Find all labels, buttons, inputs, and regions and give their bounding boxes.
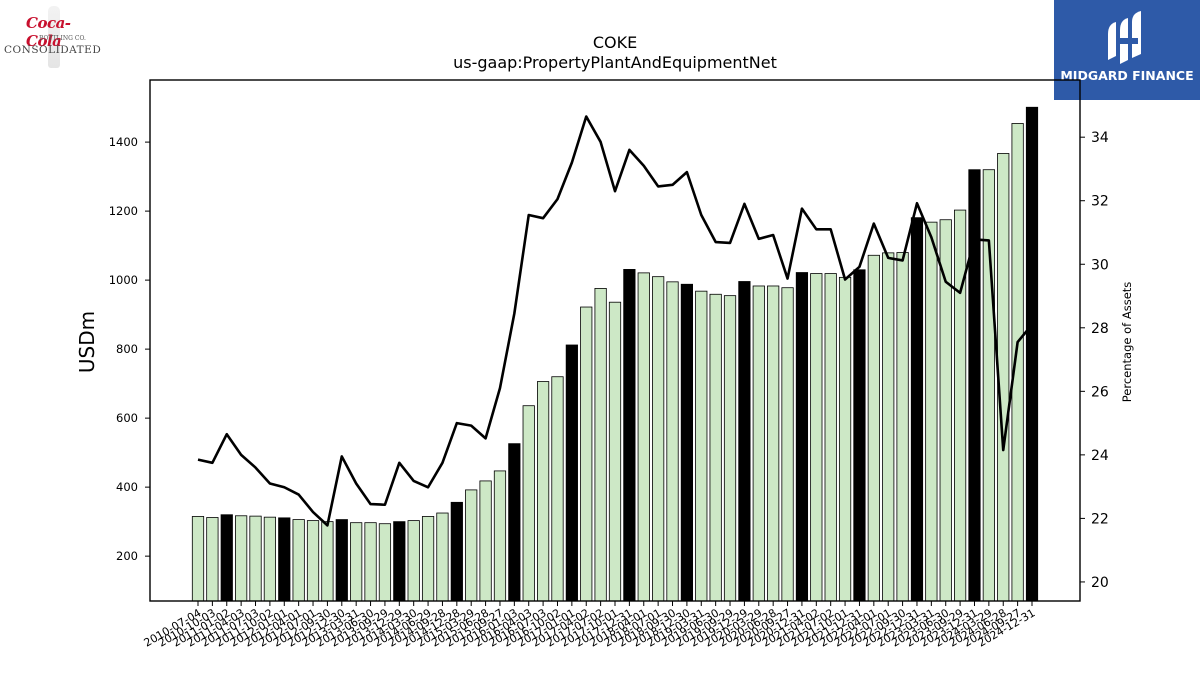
percentage-line bbox=[197, 115, 1034, 527]
bar-2021-10-01 bbox=[838, 276, 852, 602]
y-tick-label: 1200 bbox=[109, 204, 138, 218]
bar-2019-12-29 bbox=[738, 281, 751, 602]
bar-series bbox=[191, 106, 1039, 602]
bar-2022-12-31 bbox=[910, 217, 924, 602]
bar-2022-04-01 bbox=[867, 254, 880, 602]
bar-2019-03-31 bbox=[695, 290, 708, 602]
bar-2023-06-30 bbox=[939, 219, 952, 602]
bar-2023-03-31 bbox=[925, 221, 938, 602]
y2-tick-label: 22 bbox=[1091, 511, 1109, 527]
y-tick-label: 1000 bbox=[109, 273, 138, 287]
midgard-finance-logo: MIDGARD FINANCE bbox=[1054, 0, 1200, 100]
bar-2018-09-30 bbox=[666, 281, 679, 602]
bar-2012-04-01 bbox=[292, 519, 305, 602]
bar-2023-12-31 bbox=[968, 169, 981, 602]
bar-2020-09-27 bbox=[781, 287, 794, 602]
midgard-brand-text: MIDGARD FINANCE bbox=[1060, 68, 1194, 83]
line-series bbox=[197, 115, 1034, 527]
y-tick-label: 1400 bbox=[109, 135, 138, 149]
bar-2018-04-01 bbox=[637, 272, 650, 602]
bar-2016-10-02 bbox=[551, 376, 564, 602]
bar-2017-07-02 bbox=[594, 287, 607, 602]
chart-title: COKE bbox=[593, 33, 637, 52]
bar-2021-07-02 bbox=[824, 273, 837, 602]
bar-2010-10-03 bbox=[206, 517, 219, 602]
axes: 200 400 600 800 1000 1200 1400 20 22 24 26 28 30 32 34… bbox=[109, 79, 1109, 650]
bar-2018-12-30 bbox=[680, 283, 694, 602]
bar-2012-12-30 bbox=[335, 519, 348, 602]
logo-bottling-text: BOTTLING CO. bbox=[39, 35, 86, 42]
midgard-mark-icon bbox=[1108, 11, 1141, 64]
bar-2014-09-28 bbox=[436, 512, 449, 602]
y2-tick-label: 24 bbox=[1091, 448, 1109, 464]
bar-2012-01-01 bbox=[278, 517, 291, 602]
bar-2011-04-03 bbox=[235, 515, 248, 602]
bar-2024-12-31 bbox=[1025, 106, 1039, 602]
coke-consolidated-logo: Coca-Cola BOTTLING CO. CONSOLIDATED bbox=[4, 4, 104, 68]
bar-2019-09-29 bbox=[723, 295, 737, 602]
bar-2022-09-30 bbox=[896, 252, 909, 602]
y2-tick-label: 26 bbox=[1091, 384, 1109, 400]
bar-2020-03-29 bbox=[752, 285, 765, 602]
bar-2016-07-03 bbox=[537, 381, 550, 602]
bar-2014-03-30 bbox=[407, 520, 420, 602]
bar-2014-12-28 bbox=[450, 501, 463, 602]
y2-tick-label: 20 bbox=[1091, 575, 1109, 591]
bar-2021-12-31 bbox=[853, 269, 866, 602]
bar-2022-07-01 bbox=[882, 252, 895, 602]
y-tick-label: 800 bbox=[116, 342, 138, 356]
bar-2020-12-31 bbox=[795, 272, 809, 602]
bar-2011-10-02 bbox=[263, 516, 277, 602]
bar-2017-01-01 bbox=[565, 344, 578, 602]
bar-2024-03-29 bbox=[982, 169, 995, 602]
bar-2013-03-31 bbox=[350, 522, 363, 602]
bar-2010-07-04 bbox=[191, 516, 205, 602]
bar-2017-04-02 bbox=[580, 306, 593, 602]
bottle-icon bbox=[48, 6, 60, 68]
bar-2015-09-27 bbox=[493, 470, 507, 602]
bar-2012-09-30 bbox=[321, 521, 334, 602]
bar-2023-09-29 bbox=[954, 209, 967, 602]
bar-2020-06-28 bbox=[767, 285, 780, 602]
bar-2014-06-29 bbox=[421, 516, 435, 602]
y2-tick-label: 28 bbox=[1091, 321, 1109, 337]
bar-2021-04-02 bbox=[810, 273, 823, 602]
bar-2013-12-29 bbox=[393, 521, 406, 602]
bar-2015-06-28 bbox=[479, 480, 492, 602]
bar-2013-09-29 bbox=[378, 523, 392, 602]
y-tick-label: 400 bbox=[116, 480, 138, 494]
logo-script-text: Coca-Cola bbox=[26, 14, 71, 50]
bar-2011-07-03 bbox=[249, 515, 262, 602]
bar-2018-07-01 bbox=[652, 276, 665, 602]
logo-consolidated-text: CONSOLIDATED bbox=[4, 44, 102, 56]
y2-tick-label: 32 bbox=[1091, 194, 1109, 210]
bar-2012-07-01 bbox=[306, 520, 320, 602]
bar-2019-06-30 bbox=[709, 293, 722, 602]
bar-2013-06-30 bbox=[364, 522, 377, 602]
y-tick-label: 600 bbox=[116, 411, 138, 425]
bar-2017-10-01 bbox=[608, 301, 622, 602]
y2-tick-label: 30 bbox=[1091, 257, 1109, 273]
bar-2015-03-29 bbox=[465, 489, 478, 602]
chart-subtitle: us-gaap:PropertyPlantAndEquipmentNet bbox=[453, 53, 777, 72]
bar-2016-01-03 bbox=[508, 443, 521, 602]
y-tick-label: 200 bbox=[116, 549, 138, 563]
y2-axis-label: Percentage of Assets bbox=[1120, 282, 1134, 403]
bar-2017-12-31 bbox=[623, 269, 636, 602]
y-axis-label: USDm bbox=[75, 311, 99, 373]
bar-2016-04-03 bbox=[522, 405, 535, 602]
y2-tick-label: 34 bbox=[1091, 130, 1109, 146]
bar-2011-01-02 bbox=[220, 514, 233, 602]
